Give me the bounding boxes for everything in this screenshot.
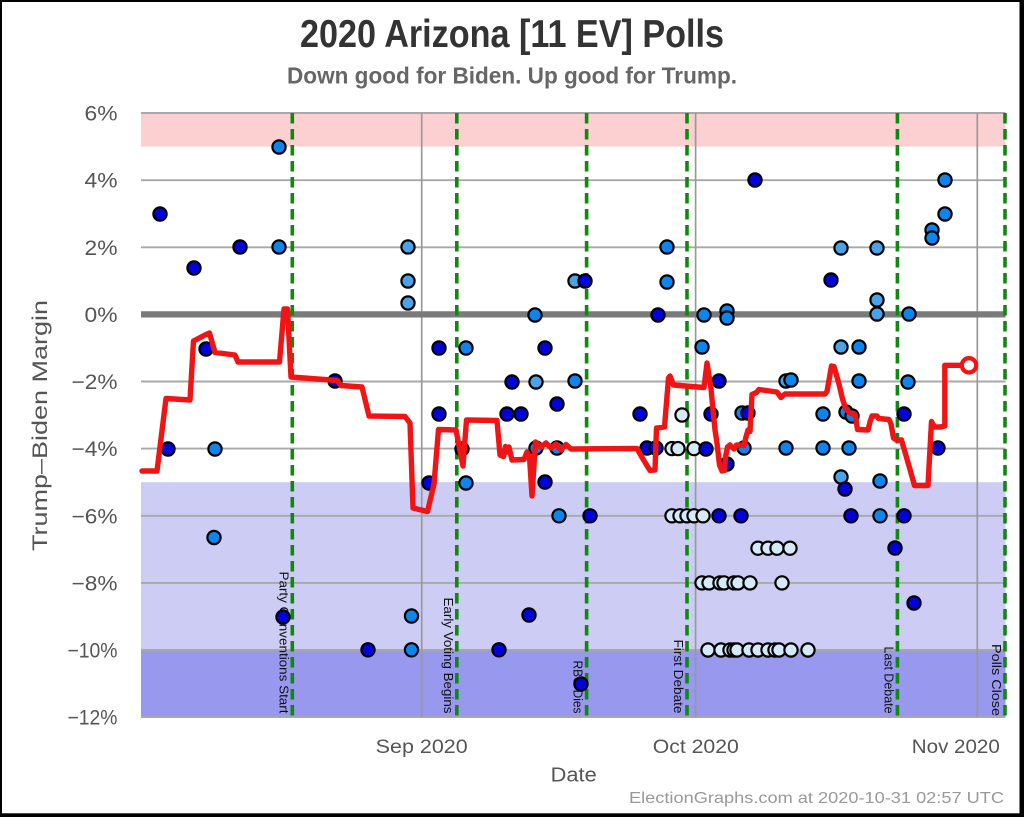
svg-text:−6%: −6% xyxy=(72,505,118,528)
svg-text:Last Debate: Last Debate xyxy=(881,647,895,714)
svg-text:ElectionGraphs.com at 2020-10-: ElectionGraphs.com at 2020-10-31 02:57 U… xyxy=(629,790,1004,807)
svg-text:Date: Date xyxy=(551,765,597,787)
svg-text:6%: 6% xyxy=(85,103,118,126)
svg-text:−2%: −2% xyxy=(72,371,118,394)
svg-text:First Debate: First Debate xyxy=(671,640,685,714)
svg-text:Sep 2020: Sep 2020 xyxy=(376,736,468,758)
svg-text:−8%: −8% xyxy=(72,572,118,595)
svg-text:Trump–Biden Margin: Trump–Biden Margin xyxy=(29,300,52,551)
svg-text:−10%: −10% xyxy=(68,640,118,663)
svg-text:Early Voting Begins: Early Voting Begins xyxy=(441,598,455,714)
svg-text:−12%: −12% xyxy=(68,707,118,730)
svg-text:−4%: −4% xyxy=(72,438,118,461)
svg-text:2%: 2% xyxy=(85,237,118,260)
svg-text:Down good for Biden. Up good f: Down good for Biden. Up good for Trump. xyxy=(287,63,737,89)
svg-text:Party Conventions Start: Party Conventions Start xyxy=(276,572,290,715)
svg-text:Polls Close: Polls Close xyxy=(989,644,1003,716)
svg-text:Oct 2020: Oct 2020 xyxy=(653,736,739,758)
svg-text:0%: 0% xyxy=(85,304,118,327)
svg-text:4%: 4% xyxy=(85,170,118,193)
svg-text:Nov 2020: Nov 2020 xyxy=(912,736,1000,758)
svg-text:2020 Arizona [11 EV] Polls: 2020 Arizona [11 EV] Polls xyxy=(300,13,724,56)
